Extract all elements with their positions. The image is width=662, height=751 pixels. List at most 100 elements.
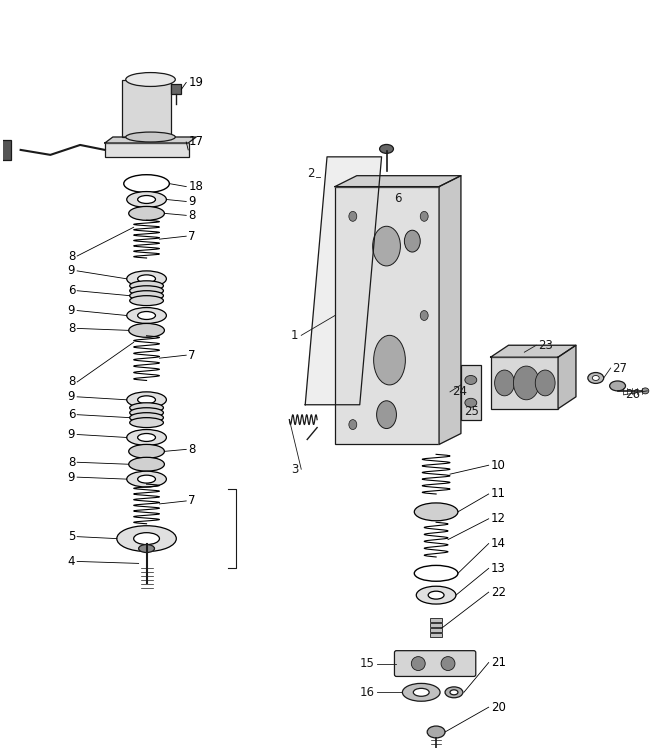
Ellipse shape — [427, 726, 445, 738]
Ellipse shape — [126, 392, 166, 408]
Ellipse shape — [126, 132, 175, 142]
Ellipse shape — [404, 231, 420, 252]
Ellipse shape — [379, 144, 393, 153]
Text: 4: 4 — [68, 555, 75, 568]
Ellipse shape — [377, 401, 397, 429]
Ellipse shape — [445, 687, 463, 698]
Ellipse shape — [128, 324, 164, 337]
Text: 22: 22 — [491, 586, 506, 599]
Text: 6: 6 — [68, 284, 75, 297]
Text: 9: 9 — [68, 471, 75, 484]
Ellipse shape — [138, 475, 156, 483]
Text: 26: 26 — [626, 388, 641, 401]
Ellipse shape — [130, 403, 164, 413]
Text: 8: 8 — [68, 249, 75, 263]
Polygon shape — [558, 345, 576, 409]
Polygon shape — [105, 137, 196, 143]
Polygon shape — [491, 345, 576, 357]
Text: 9: 9 — [68, 428, 75, 441]
FancyBboxPatch shape — [122, 80, 171, 137]
Text: 16: 16 — [359, 686, 375, 699]
FancyBboxPatch shape — [105, 143, 189, 157]
Ellipse shape — [441, 656, 455, 671]
Ellipse shape — [126, 430, 166, 445]
Ellipse shape — [428, 591, 444, 599]
FancyBboxPatch shape — [0, 140, 11, 160]
Text: 10: 10 — [491, 459, 506, 472]
Ellipse shape — [349, 420, 357, 430]
Ellipse shape — [465, 398, 477, 407]
Ellipse shape — [130, 408, 164, 418]
Ellipse shape — [373, 336, 405, 385]
Ellipse shape — [126, 271, 166, 287]
Ellipse shape — [126, 73, 175, 86]
Text: 23: 23 — [538, 339, 553, 351]
Ellipse shape — [130, 286, 164, 296]
FancyBboxPatch shape — [461, 365, 481, 420]
Polygon shape — [335, 176, 461, 186]
Ellipse shape — [592, 376, 599, 381]
Ellipse shape — [117, 526, 176, 551]
FancyBboxPatch shape — [395, 650, 476, 677]
Ellipse shape — [610, 381, 626, 391]
Ellipse shape — [128, 207, 164, 220]
FancyBboxPatch shape — [491, 357, 558, 409]
Ellipse shape — [450, 690, 458, 695]
Text: 8: 8 — [188, 443, 195, 456]
Ellipse shape — [349, 211, 357, 222]
Text: 11: 11 — [491, 487, 506, 500]
Text: 21: 21 — [491, 656, 506, 669]
Text: 9: 9 — [188, 195, 196, 208]
Ellipse shape — [130, 413, 164, 423]
Text: 27: 27 — [612, 361, 628, 375]
Ellipse shape — [130, 296, 164, 306]
Ellipse shape — [420, 311, 428, 321]
Text: 3: 3 — [291, 463, 299, 475]
Text: 5: 5 — [68, 530, 75, 543]
Ellipse shape — [411, 656, 425, 671]
Ellipse shape — [465, 376, 477, 385]
Text: 1: 1 — [291, 329, 299, 342]
Ellipse shape — [495, 370, 514, 396]
Text: 12: 12 — [491, 512, 506, 525]
Ellipse shape — [402, 683, 440, 701]
Text: 24: 24 — [452, 385, 467, 398]
FancyBboxPatch shape — [335, 186, 439, 445]
FancyBboxPatch shape — [430, 628, 442, 632]
Ellipse shape — [536, 370, 555, 396]
Ellipse shape — [138, 312, 156, 319]
Text: 20: 20 — [491, 701, 506, 713]
Text: 19: 19 — [188, 76, 203, 89]
Text: 25: 25 — [464, 406, 479, 418]
Ellipse shape — [126, 308, 166, 324]
Ellipse shape — [126, 471, 166, 487]
Text: 8: 8 — [68, 376, 75, 388]
Text: 8: 8 — [188, 209, 195, 222]
Ellipse shape — [138, 544, 154, 553]
Ellipse shape — [130, 281, 164, 291]
Ellipse shape — [128, 445, 164, 458]
Ellipse shape — [414, 503, 458, 520]
Polygon shape — [439, 176, 461, 445]
Text: 8: 8 — [68, 322, 75, 335]
Ellipse shape — [138, 433, 156, 442]
Text: 7: 7 — [188, 494, 196, 508]
Ellipse shape — [130, 418, 164, 427]
Ellipse shape — [416, 587, 456, 604]
Text: 9: 9 — [68, 391, 75, 403]
Ellipse shape — [130, 291, 164, 300]
Text: 8: 8 — [68, 456, 75, 469]
Text: 18: 18 — [188, 180, 203, 193]
FancyBboxPatch shape — [430, 633, 442, 637]
Ellipse shape — [420, 211, 428, 222]
Text: 2: 2 — [307, 167, 314, 180]
Ellipse shape — [642, 388, 649, 394]
Text: 6: 6 — [68, 409, 75, 421]
Ellipse shape — [588, 372, 604, 384]
Text: 7: 7 — [188, 230, 196, 243]
Text: 15: 15 — [359, 657, 375, 670]
Ellipse shape — [134, 532, 160, 544]
FancyBboxPatch shape — [430, 618, 442, 622]
Ellipse shape — [373, 226, 401, 266]
Ellipse shape — [128, 457, 164, 471]
